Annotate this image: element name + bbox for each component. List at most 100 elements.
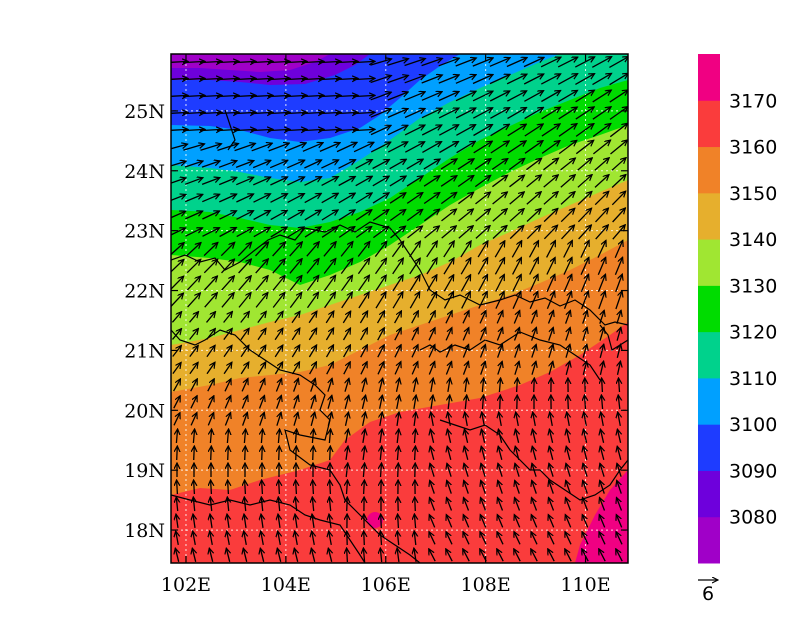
wind-vector [323,242,336,257]
wind-vector [291,345,299,358]
wind-vector [389,176,406,187]
wind-vector [513,311,519,324]
wind-vector [602,378,603,393]
wind-vector [171,95,188,96]
wind-vector [611,191,625,206]
wind-vector [560,175,575,188]
wind-vector [193,514,195,528]
wind-vector [531,549,538,562]
wind-vector [546,241,556,258]
wind-vector [262,480,263,495]
wind-vector [308,345,316,358]
wind-vector [284,95,307,96]
wind-vector [203,242,218,257]
wind-vector [617,463,621,477]
wind-vector [364,531,365,546]
wind-vector [223,312,233,323]
wind-vector [244,531,247,546]
wind-vector [426,241,438,258]
wind-vector [430,446,434,460]
wind-vector [241,412,248,426]
wind-vector [304,193,322,204]
wind-vector [464,498,470,511]
wind-vector [530,311,536,324]
wind-vector [541,107,561,120]
wind-vector [177,480,178,495]
wind-vector [524,141,543,154]
lat-tick-label: 23N [124,221,165,243]
wind-vector [511,241,521,258]
wind-vector [498,498,504,511]
wind-vector [176,497,177,512]
wind-vector [421,58,443,67]
wind-vector [428,311,435,324]
wind-vector [223,345,232,358]
wind-vector [224,379,231,392]
wind-vector [387,75,409,84]
wind-vector [515,498,521,511]
wind-vector [397,429,399,444]
wind-vector [600,361,603,375]
wind-vector [582,310,588,324]
wind-vector [301,112,324,113]
wind-vector [346,412,349,426]
wind-vector [600,446,604,460]
wind-vector [390,226,406,239]
wind-vector [541,141,560,154]
wind-vector [292,378,299,392]
wind-vector [372,210,389,221]
wind-vector [515,480,520,494]
wind-vector [548,549,555,562]
wind-vector [565,344,570,358]
wind-vector [566,498,572,511]
wind-vector [397,378,400,392]
wind-vector [206,362,215,375]
wind-vector [347,497,348,512]
wind-vector [456,141,476,154]
wind-vector [347,548,348,563]
wind-vector [294,548,297,562]
wind-vector [185,228,203,237]
wind-vector [184,161,203,168]
wind-vector [189,329,199,340]
wind-vector [409,258,420,275]
wind-vector [227,429,228,444]
wind-vector [171,129,188,130]
wind-vector [460,275,470,292]
wind-vector [274,362,282,375]
wind-vector [308,311,317,324]
wind-vector [370,59,391,66]
wind-vector [258,396,265,409]
wind-vector [409,275,420,292]
wind-vector [614,257,622,276]
wind-vector [370,142,391,153]
wind-vector [243,548,246,562]
wind-vector [616,549,623,562]
wind-vector [216,61,239,62]
wind-vector [284,61,307,62]
wind-vector [370,109,391,118]
wind-vector [260,548,263,562]
wind-vector [600,344,604,358]
wind-vector [233,129,256,130]
wind-vector [406,193,423,204]
wind-vector [514,515,521,528]
lat-tick-label: 24N [124,161,165,183]
wind-vector [392,258,404,275]
lon-tick-label: 110E [560,574,610,596]
wind-vector [219,228,237,238]
wind-vector [255,293,268,308]
wind-vector [541,124,560,137]
wind-vector [335,61,358,62]
wind-vector [194,446,195,461]
wind-vector [363,446,365,460]
wind-vector [564,310,571,324]
wind-vector [498,429,501,443]
wind-vector [250,95,273,96]
wind-vector [543,208,558,223]
wind-vector [594,175,609,188]
wind-vector [223,362,232,375]
wind-vector [597,274,606,293]
wind-vector [472,75,493,85]
wind-vector [270,194,288,203]
